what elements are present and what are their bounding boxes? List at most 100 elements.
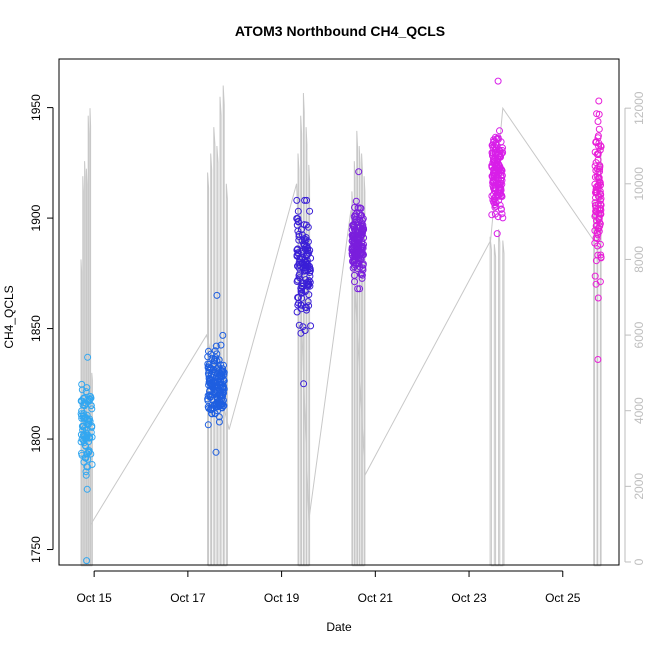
data-point	[356, 285, 364, 293]
data-point	[212, 448, 220, 456]
data-point	[212, 401, 220, 409]
data-point	[597, 142, 605, 150]
data-point	[358, 271, 366, 279]
data-point	[77, 410, 85, 418]
data-point	[353, 227, 361, 235]
data-point	[491, 203, 499, 211]
secondary-y-tick-label: 0	[632, 558, 646, 565]
altitude-profile-spikes	[207, 85, 228, 567]
data-point	[593, 229, 601, 237]
data-point	[88, 422, 96, 430]
data-point	[293, 221, 301, 229]
data-point	[216, 392, 224, 400]
data-point	[353, 260, 361, 268]
data-point	[302, 221, 310, 229]
data-point	[592, 208, 600, 216]
data-point	[80, 410, 88, 417]
data-point	[220, 371, 228, 379]
data-point	[84, 431, 92, 439]
data-point	[499, 214, 507, 222]
data-point	[595, 125, 603, 133]
data-point	[299, 249, 307, 257]
data-point	[207, 350, 215, 358]
data-point	[352, 197, 360, 205]
altitude-profile-spikes	[80, 108, 93, 567]
data-point	[84, 396, 92, 404]
x-tick-label: Oct 19	[264, 591, 300, 605]
data-point	[293, 246, 301, 254]
data-point	[594, 200, 602, 208]
data-point	[299, 323, 307, 331]
data-point	[591, 272, 599, 280]
data-point	[594, 169, 602, 176]
data-point	[293, 278, 301, 285]
data-point	[492, 202, 500, 210]
data-point	[208, 410, 215, 417]
data-point	[88, 405, 96, 413]
data-point	[306, 265, 313, 273]
data-point	[493, 230, 501, 238]
data-point	[78, 386, 86, 394]
data-point	[596, 197, 604, 205]
data-point	[359, 216, 366, 224]
data-point	[592, 222, 600, 230]
data-point	[491, 143, 499, 151]
data-point	[212, 342, 220, 350]
data-point	[593, 221, 601, 229]
plot-frame	[58, 58, 620, 566]
data-point	[213, 291, 221, 299]
data-point	[497, 138, 505, 146]
data-point	[358, 274, 366, 282]
data-point	[357, 248, 365, 256]
data-point	[83, 416, 91, 424]
data-point	[594, 118, 602, 125]
data-point	[497, 153, 504, 161]
data-point	[207, 406, 215, 414]
data-point	[596, 278, 604, 286]
data-point	[83, 557, 91, 565]
data-point	[594, 149, 602, 157]
y-tick-label: 1800	[29, 425, 43, 452]
data-point	[84, 353, 92, 361]
data-point	[488, 173, 496, 181]
data-point	[206, 379, 214, 387]
data-point	[212, 354, 220, 362]
data-point	[351, 204, 358, 211]
altitude-profile-spikes	[489, 229, 505, 567]
altitude-trace	[80, 85, 602, 567]
data-point	[351, 231, 359, 238]
data-point	[217, 378, 225, 386]
data-point	[597, 251, 605, 259]
data-point	[205, 372, 213, 379]
secondary-y-tick-label: 4000	[632, 397, 646, 424]
data-point	[293, 215, 301, 222]
data-point	[491, 210, 499, 218]
x-axis-label: Date	[326, 620, 352, 634]
data-point	[497, 192, 505, 200]
data-point	[84, 421, 92, 429]
data-point	[294, 207, 302, 215]
data-point	[493, 149, 501, 156]
data-point	[204, 360, 212, 368]
data-point	[304, 244, 312, 252]
data-point	[303, 196, 311, 204]
data-point	[78, 449, 85, 457]
data-point	[294, 262, 301, 270]
data-point	[219, 386, 227, 394]
data-point	[82, 400, 90, 408]
x-tick-label: Oct 21	[358, 591, 394, 605]
data-point	[491, 156, 499, 164]
chart-title: ATOM3 Northbound CH4_QCLS	[235, 23, 445, 39]
data-point	[488, 211, 496, 219]
data-point	[215, 362, 223, 370]
data-point	[592, 207, 600, 215]
data-point	[360, 224, 367, 232]
data-point	[82, 454, 90, 462]
y-tick-label: 1850	[29, 315, 43, 342]
data-point	[82, 468, 90, 476]
data-point	[350, 271, 358, 279]
data-point	[307, 322, 315, 330]
data-point	[295, 260, 303, 268]
data-point	[594, 134, 602, 142]
altitude-profile-spikes	[351, 130, 366, 567]
